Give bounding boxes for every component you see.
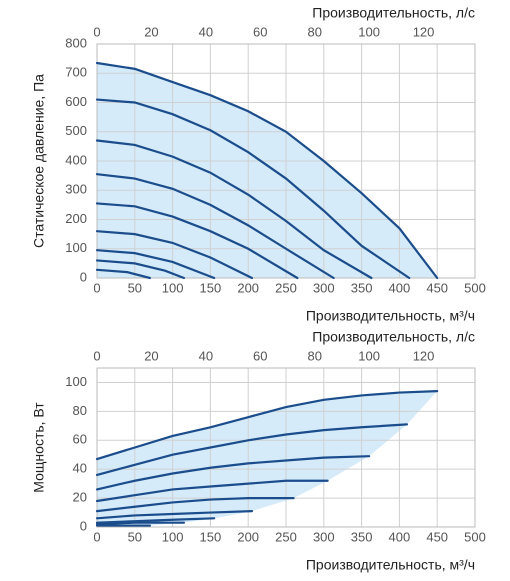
y-tick-label: 0 <box>80 269 87 284</box>
x-axis-label: Производительность, м³/ч <box>306 308 475 324</box>
x2-axis-label: Производительность, л/с <box>312 5 475 21</box>
y-axis-label: Мощность, Вт <box>31 402 47 493</box>
x2-tick-label: 80 <box>307 348 321 363</box>
envelope <box>97 63 438 279</box>
x2-tick-label: 100 <box>358 348 380 363</box>
x-tick-label: 400 <box>389 529 411 544</box>
y-tick-label: 100 <box>65 240 87 255</box>
plot-frame <box>96 43 476 279</box>
x-tick-label: 150 <box>200 280 222 295</box>
x-tick-label: 0 <box>93 529 100 544</box>
curve <box>95 496 295 513</box>
y-tick-label: 40 <box>73 461 87 476</box>
curve <box>95 510 254 520</box>
plot-frame <box>96 367 476 528</box>
x-tick-label: 50 <box>128 280 142 295</box>
curve <box>95 521 186 526</box>
x2-tick-label: 40 <box>199 24 213 39</box>
x-tick-label: 400 <box>389 280 411 295</box>
x2-tick-label: 20 <box>144 24 158 39</box>
x-tick-label: 50 <box>128 529 142 544</box>
curve <box>95 517 216 524</box>
x2-tick-label: 80 <box>307 24 321 39</box>
x-tick-label: 500 <box>464 280 486 295</box>
curve <box>95 390 439 461</box>
curve <box>95 173 335 280</box>
x-tick-label: 450 <box>426 529 448 544</box>
curve <box>95 61 439 280</box>
curve <box>95 230 254 280</box>
y-tick-label: 100 <box>65 374 87 389</box>
x-axis-label: Производительность, м³/ч <box>306 557 475 573</box>
y-tick-label: 60 <box>73 432 87 447</box>
curve <box>95 202 299 280</box>
y-tick-label: 800 <box>65 35 87 50</box>
x-tick-label: 350 <box>351 280 373 295</box>
x-tick-label: 100 <box>162 529 184 544</box>
curve <box>95 423 409 477</box>
y-tick-label: 600 <box>65 94 87 109</box>
x2-tick-label: 60 <box>253 348 267 363</box>
y-tick-label: 80 <box>73 403 87 418</box>
y-tick-label: 200 <box>65 211 87 226</box>
x-tick-label: 300 <box>313 529 335 544</box>
y-tick-label: 0 <box>80 518 87 533</box>
curve <box>95 259 186 280</box>
y-axis-label: Статическое давление, Па <box>31 74 47 248</box>
x-tick-label: 350 <box>351 529 373 544</box>
x-tick-label: 150 <box>200 529 222 544</box>
x-tick-label: 200 <box>237 529 259 544</box>
y-tick-label: 20 <box>73 490 87 505</box>
curve <box>95 249 216 280</box>
curve <box>95 455 371 491</box>
y-tick-label: 700 <box>65 65 87 80</box>
y-tick-label: 400 <box>65 152 87 167</box>
x2-tick-label: 60 <box>253 24 267 39</box>
x2-tick-label: 120 <box>413 348 435 363</box>
x2-tick-label: 0 <box>93 348 100 363</box>
x-tick-label: 100 <box>162 280 184 295</box>
x-tick-label: 250 <box>275 529 297 544</box>
x2-tick-label: 0 <box>93 24 100 39</box>
x2-axis-label: Производительность, л/с <box>312 329 475 345</box>
y-tick-label: 300 <box>65 182 87 197</box>
x-tick-label: 0 <box>93 280 100 295</box>
x-tick-label: 450 <box>426 280 448 295</box>
x2-tick-label: 40 <box>199 348 213 363</box>
curve <box>95 139 373 280</box>
curve <box>95 479 329 503</box>
curve <box>95 98 411 280</box>
y-tick-label: 500 <box>65 123 87 138</box>
envelope <box>97 391 438 527</box>
x2-tick-label: 120 <box>413 24 435 39</box>
x-tick-label: 200 <box>237 280 259 295</box>
x2-tick-label: 20 <box>144 348 158 363</box>
x-tick-label: 300 <box>313 280 335 295</box>
x2-tick-label: 100 <box>358 24 380 39</box>
x-tick-label: 500 <box>464 529 486 544</box>
curve <box>95 268 152 280</box>
x-tick-label: 250 <box>275 280 297 295</box>
